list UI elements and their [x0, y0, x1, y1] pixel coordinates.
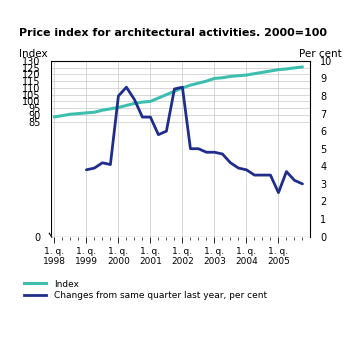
- Legend: Index, Changes from same quarter last year, per cent: Index, Changes from same quarter last ye…: [24, 280, 267, 300]
- Text: Per cent: Per cent: [299, 49, 342, 59]
- Text: Price index for architectural activities. 2000=100: Price index for architectural activities…: [19, 28, 327, 38]
- Text: Index: Index: [19, 49, 48, 59]
